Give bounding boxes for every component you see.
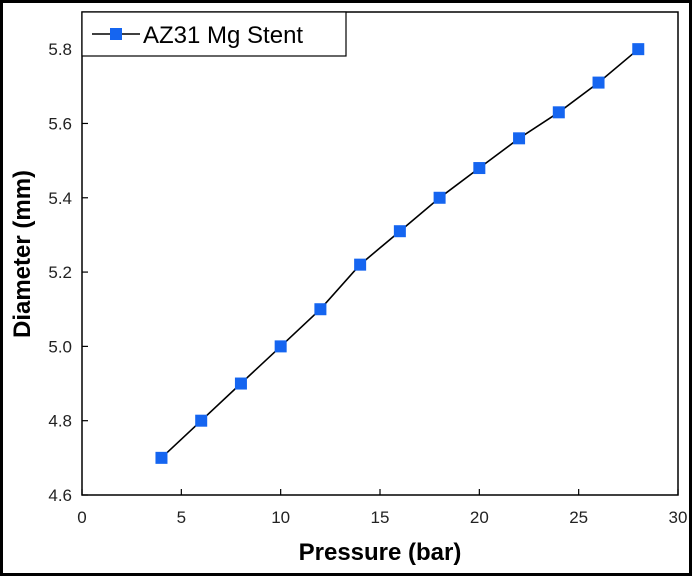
y-axis-title: Diameter (mm) <box>9 170 36 338</box>
x-axis-title: Pressure (bar) <box>299 539 462 566</box>
series-markers <box>155 43 645 464</box>
legend-marker-swatch <box>110 28 122 40</box>
x-tick-label: 5 <box>177 508 186 527</box>
x-tick-label: 25 <box>569 508 588 527</box>
y-tick-label: 5.4 <box>48 189 72 208</box>
data-point <box>632 43 645 56</box>
data-point <box>592 76 605 89</box>
series-line <box>160 48 639 459</box>
plot-area-frame <box>81 11 679 496</box>
y-axis: 4.6 4.8 5.0 5.2 5.4 5.6 5.8 <box>48 40 88 505</box>
data-point <box>473 162 486 175</box>
y-tick-label: 5.8 <box>48 40 72 59</box>
y-tick-label: 5.2 <box>48 263 72 282</box>
x-tick-label: 30 <box>669 508 688 527</box>
data-point <box>234 377 247 390</box>
x-axis: 0 5 10 15 20 25 30 <box>77 489 687 527</box>
x-tick-label: 10 <box>271 508 290 527</box>
data-point <box>155 451 168 464</box>
data-point <box>195 414 208 427</box>
y-tick-label: 5.6 <box>48 114 72 133</box>
data-point <box>552 106 565 119</box>
data-point <box>513 132 526 145</box>
legend-label: AZ31 Mg Stent <box>143 22 303 49</box>
y-tick-label: 5.0 <box>48 337 72 356</box>
x-tick-label: 20 <box>470 508 489 527</box>
y-tick-label: 4.6 <box>48 486 72 505</box>
x-tick-label: 0 <box>77 508 86 527</box>
data-point <box>433 191 446 204</box>
y-tick-label: 4.8 <box>48 412 72 431</box>
legend: AZ31 Mg Stent <box>81 11 347 57</box>
data-point <box>393 225 406 238</box>
data-point <box>274 340 287 353</box>
x-tick-label: 15 <box>371 508 390 527</box>
data-point <box>354 258 367 271</box>
data-point <box>314 303 327 316</box>
